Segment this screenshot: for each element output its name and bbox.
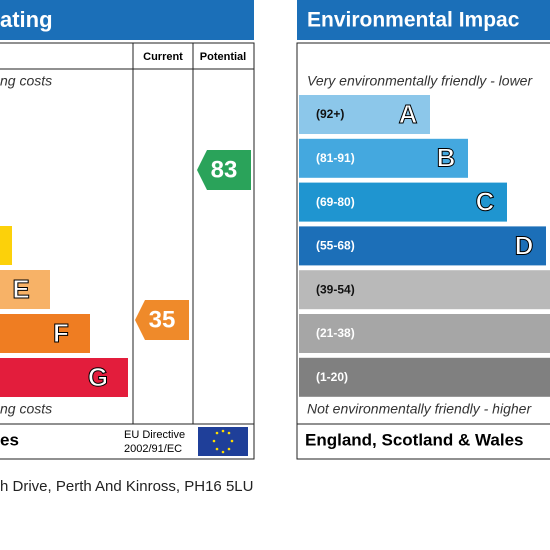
band-letter: A — [399, 99, 418, 129]
eu-stars — [212, 429, 234, 454]
col-header: Potential — [200, 51, 246, 63]
band-bar — [299, 314, 550, 353]
title-bar — [0, 0, 254, 40]
band-letter: D — [515, 230, 534, 260]
band-bar — [299, 95, 430, 134]
address: h Drive, Perth And Kinross, PH16 5LU — [0, 478, 253, 495]
note: Not environmentally friendly - higher — [307, 401, 532, 417]
directive: 2002/91/EC — [124, 443, 182, 455]
band-range: (21-38) — [316, 326, 355, 340]
band-range: (1-20) — [316, 370, 348, 384]
potential-value: 83 — [211, 156, 238, 183]
band-range: (92+) — [316, 107, 344, 121]
frame — [296, 42, 550, 460]
title: Environmental Impac — [307, 9, 520, 32]
note: Very environmentally friendly - lower — [307, 73, 533, 89]
band-bar — [0, 358, 128, 397]
band-range: (55-68) — [316, 239, 355, 253]
band-bar — [0, 270, 50, 309]
note: ng costs — [0, 401, 52, 417]
band-letter: G — [88, 362, 108, 392]
band-letter: B — [437, 143, 456, 173]
band-bar — [299, 138, 468, 178]
directive: EU Directive — [124, 429, 185, 441]
col-header: Current — [143, 51, 183, 63]
title-bar — [297, 0, 550, 40]
band-bar — [299, 270, 550, 310]
band-bar — [299, 357, 550, 397]
note: ng costs — [0, 73, 52, 89]
band-bar — [299, 226, 546, 266]
band-letter: E — [12, 274, 29, 304]
band-range: (81-91) — [316, 151, 355, 165]
band-range: (69-80) — [316, 195, 355, 209]
frame — [0, 42, 255, 460]
current-value: 35 — [149, 306, 176, 333]
band-range: (39-54) — [316, 282, 355, 296]
band-bar — [299, 182, 507, 222]
band-bar — [0, 226, 12, 265]
band-letter: F — [53, 318, 69, 348]
current-arrow — [135, 300, 189, 340]
title: ating — [0, 7, 53, 32]
potential-arrow — [197, 150, 251, 190]
footer: es — [0, 430, 19, 449]
band-bar — [0, 314, 90, 353]
band-letter: C — [476, 186, 495, 216]
footer: England, Scotland & Wales — [305, 430, 524, 449]
